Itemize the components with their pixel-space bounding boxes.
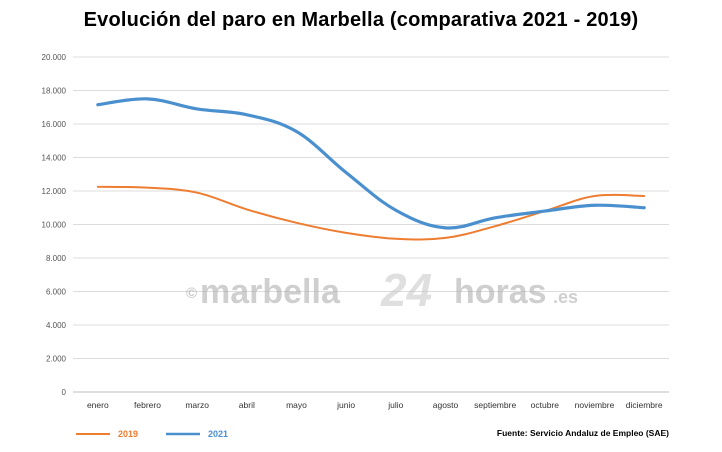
y-tick-label: 14.000 xyxy=(42,154,67,163)
x-tick-label: enero xyxy=(87,400,109,410)
x-axis: enero febrero marzo abril mayo junio julio agos… xyxy=(87,400,663,410)
gridlines xyxy=(73,56,669,393)
y-tick-label: 20.000 xyxy=(42,53,67,62)
chart-title: Evolución del paro en Marbella (comparat… xyxy=(83,9,639,31)
legend-label-2021: 2021 xyxy=(208,429,228,439)
x-tick-label: septiembre xyxy=(474,400,516,410)
watermark-number: 24 xyxy=(380,264,432,316)
legend-label-2019: 2019 xyxy=(118,429,138,439)
watermark-brand: marbella xyxy=(200,273,341,311)
x-tick-label: diciembre xyxy=(626,400,663,410)
y-axis: 0 2.000 4.000 6.000 8.000 10.000 12.000 14.000 1… xyxy=(42,53,67,397)
watermark: © marbella 24 horas .es xyxy=(186,264,578,316)
x-tick-label: marzo xyxy=(185,400,209,410)
legend: 2019 2021 xyxy=(76,429,228,439)
series-line-2021 xyxy=(96,97,646,230)
watermark-copyright: © xyxy=(186,285,197,302)
y-tick-label: 18.000 xyxy=(42,87,67,96)
y-tick-label: 8.000 xyxy=(46,254,67,263)
x-tick-label: octubre xyxy=(531,400,560,410)
x-tick-label: junio xyxy=(336,400,355,410)
series-lines xyxy=(96,97,646,241)
watermark-word: horas xyxy=(454,273,547,311)
y-tick-label: 12.000 xyxy=(42,187,67,196)
y-tick-label: 6.000 xyxy=(46,288,67,297)
source-note: Fuente: Servicio Andaluz de Empleo (SAE) xyxy=(497,428,669,438)
watermark-tld: .es xyxy=(553,287,578,307)
y-tick-label: 4.000 xyxy=(46,321,67,330)
y-tick-label: 2.000 xyxy=(46,355,67,364)
x-tick-label: noviembre xyxy=(575,400,615,410)
x-tick-label: febrero xyxy=(134,400,161,410)
y-tick-label: 0 xyxy=(62,388,67,397)
x-tick-label: julio xyxy=(387,400,403,410)
x-tick-label: mayo xyxy=(286,400,307,410)
y-tick-label: 16.000 xyxy=(42,120,67,129)
x-tick-label: abril xyxy=(239,400,255,410)
x-tick-label: agosto xyxy=(433,400,459,410)
y-tick-label: 10.000 xyxy=(42,221,67,230)
